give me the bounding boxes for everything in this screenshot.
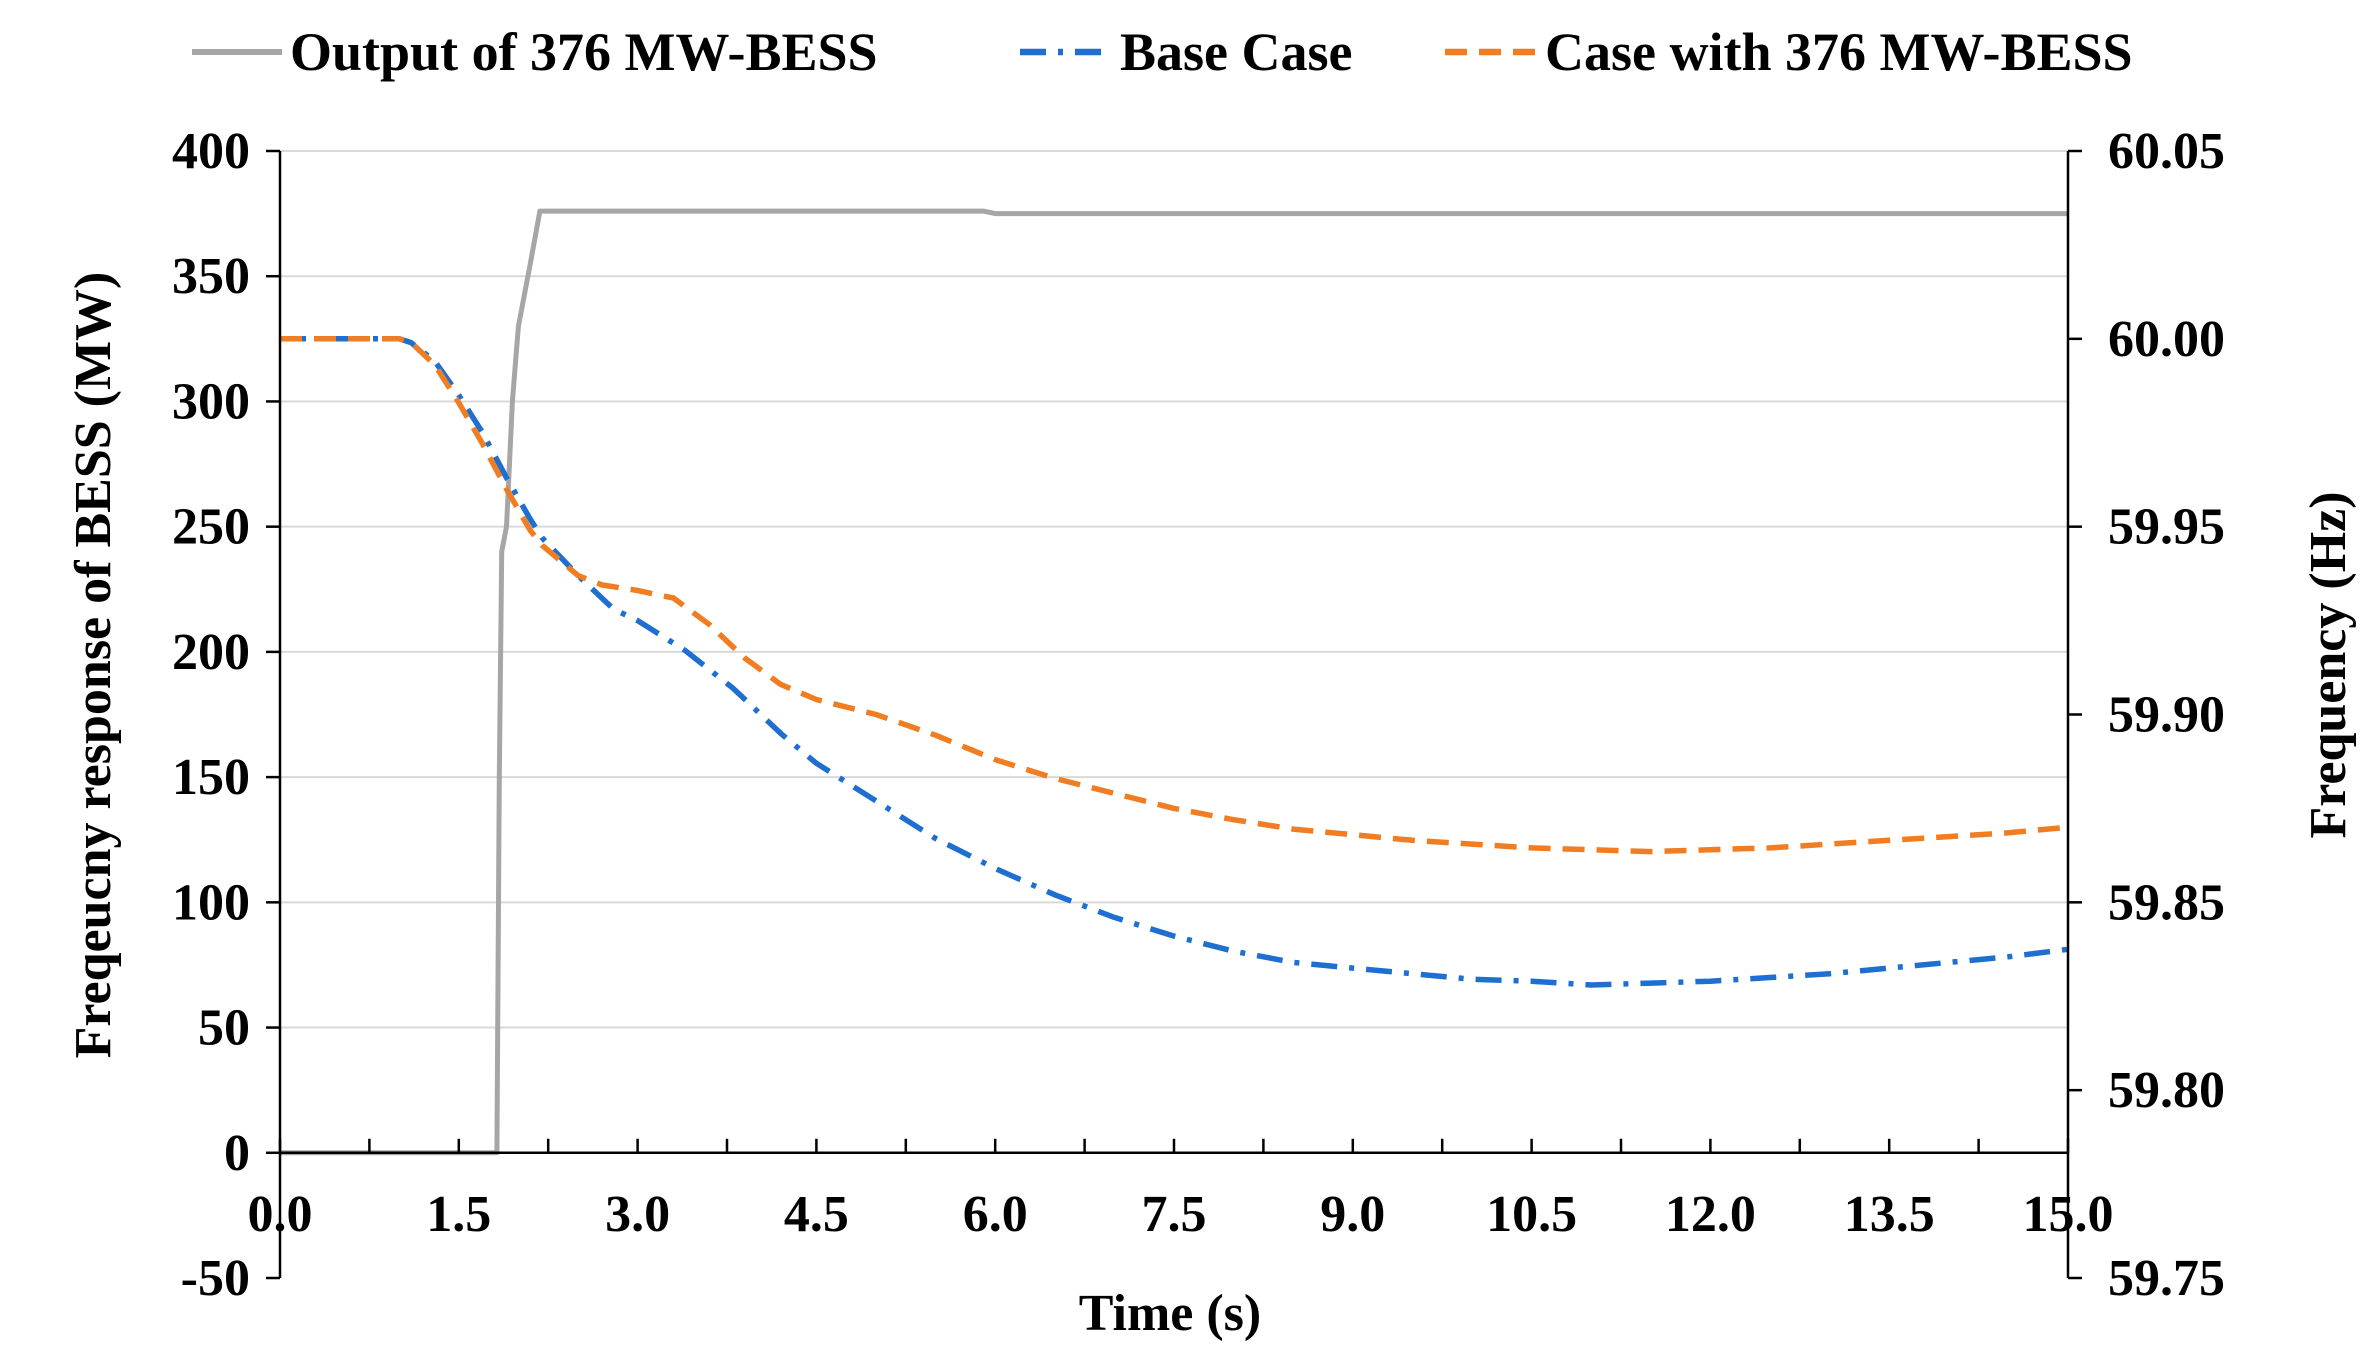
legend-label-base: Base Case bbox=[1120, 22, 1352, 82]
x-tick-label: 7.5 bbox=[1142, 1186, 1207, 1243]
x-tick-label: 12.0 bbox=[1665, 1186, 1756, 1243]
series-line-base bbox=[280, 336, 2069, 988]
y-right-tick-label: 59.85 bbox=[2108, 874, 2225, 931]
y-right-tick-label: 59.90 bbox=[2108, 687, 2225, 744]
x-tick-label: 0.0 bbox=[248, 1186, 313, 1243]
grid-lines bbox=[280, 150, 2068, 1154]
x-tick-label: 3.0 bbox=[605, 1186, 670, 1243]
x-tick-label: 6.0 bbox=[963, 1186, 1028, 1243]
series-line-case bbox=[280, 336, 2069, 855]
y-right-tick-label: 59.75 bbox=[2108, 1250, 2225, 1307]
y-left-tick-label: 0 bbox=[224, 1125, 250, 1182]
legend-label-case: Case with 376 MW-BESS bbox=[1545, 22, 2133, 82]
series-lines bbox=[280, 208, 2069, 1156]
legend: Output of 376 MW-BESS Base Case Case with … bbox=[192, 22, 2133, 82]
y-axis-right-title: Frequency (Hz) bbox=[2300, 491, 2357, 838]
y-left-tick-label: 400 bbox=[172, 123, 250, 180]
y-left-tick-label: 250 bbox=[172, 499, 250, 556]
legend-label-bess: Output of 376 MW-BESS bbox=[290, 22, 878, 82]
y-left-tick-label: 300 bbox=[172, 373, 250, 430]
x-tick-label: 4.5 bbox=[784, 1186, 849, 1243]
tick-labels: 400 350 300 250 200 150 100 50 0 -50 60.05 60.00 59.… bbox=[172, 123, 2225, 1307]
series-line-bess bbox=[280, 208, 2068, 1156]
y-left-tick-label: 200 bbox=[172, 624, 250, 681]
x-tick-label: 15.0 bbox=[2023, 1186, 2114, 1243]
x-tick-label: 10.5 bbox=[1486, 1186, 1577, 1243]
x-tick-label: 9.0 bbox=[1320, 1186, 1385, 1243]
y-right-tick-label: 60.05 bbox=[2108, 123, 2225, 180]
y-left-tick-label: 150 bbox=[172, 749, 250, 806]
y-axis-left-title: Freqeucny response of BESS (MW) bbox=[65, 272, 122, 1059]
x-tick-label: 13.5 bbox=[1844, 1186, 1935, 1243]
y-right-tick-label: 59.95 bbox=[2108, 499, 2225, 556]
x-axis-title: Time (s) bbox=[1079, 1285, 1261, 1342]
y-right-tick-label: 59.80 bbox=[2108, 1062, 2225, 1119]
y-left-tick-label: 100 bbox=[172, 874, 250, 931]
y-left-tick-label: -50 bbox=[181, 1250, 250, 1307]
x-tick-label: 1.5 bbox=[426, 1186, 491, 1243]
y-left-tick-label: 350 bbox=[172, 248, 250, 305]
y-right-tick-label: 60.00 bbox=[2108, 311, 2225, 368]
axes bbox=[266, 149, 2082, 1280]
y-left-tick-label: 50 bbox=[198, 1000, 250, 1057]
